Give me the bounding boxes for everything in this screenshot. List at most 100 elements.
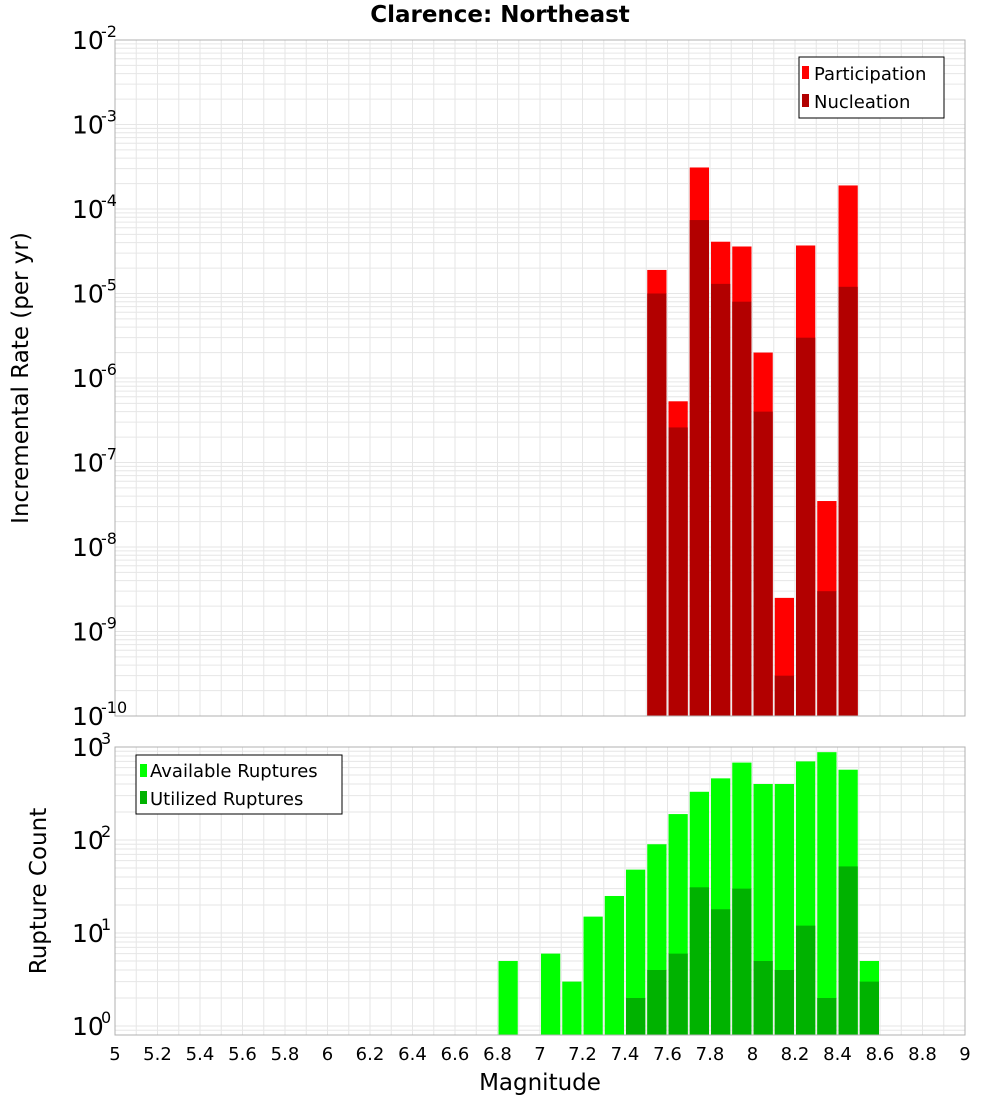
bottom-y-tick-exponent: 0 (101, 1008, 111, 1027)
utilized-ruptures-bar (859, 981, 879, 1035)
top-y-tick-label: 10 (72, 26, 104, 55)
top-legend-box (798, 56, 945, 119)
top-plot-frame (114, 39, 966, 717)
x-tick-label: 6.2 (356, 1044, 385, 1065)
top-y-tick-exponent: -6 (101, 360, 117, 379)
top-y-tick-exponent: -9 (101, 614, 117, 633)
bottom-plot-frame (114, 746, 966, 1036)
nucleation-bar (817, 591, 837, 716)
bottom-y-tick-exponent: 1 (101, 915, 111, 934)
top-y-tick-label: 10 (72, 111, 104, 140)
x-tick-label: 5.2 (143, 1044, 172, 1065)
x-tick-label: 7.6 (653, 1044, 682, 1065)
participation-legend-swatch (802, 66, 809, 79)
top-y-tick-label: 10 (72, 280, 104, 309)
available-legend-label: Available Ruptures (150, 761, 318, 782)
top-y-tick-label: 10 (72, 618, 104, 647)
available-ruptures-bar (817, 752, 837, 1035)
x-tick-label: 5.8 (271, 1044, 300, 1065)
nucleation-bar (668, 427, 688, 716)
available-ruptures-bar (583, 916, 603, 1035)
utilized-ruptures-bar (817, 997, 837, 1035)
utilized-ruptures-bar (838, 866, 858, 1035)
x-tick-label: 6.4 (398, 1044, 427, 1065)
bottom-y-tick-exponent: 2 (101, 822, 111, 841)
top-y-tick-exponent: -8 (101, 529, 117, 548)
bottom-legend-box (135, 754, 343, 815)
top-y-tick-exponent: -7 (101, 445, 117, 464)
top-y-tick-label: 10 (72, 533, 104, 562)
top-y-tick-exponent: -2 (101, 22, 117, 41)
utilized-ruptures-bar (647, 969, 667, 1035)
bottom-y-tick-exponent: 3 (101, 729, 111, 748)
utilized-legend-swatch (140, 791, 147, 804)
x-tick-label: 7 (534, 1044, 545, 1065)
x-tick-label: 8.2 (781, 1044, 810, 1065)
bottom-y-axis-label: Rupture Count (26, 808, 52, 974)
x-tick-label: 6 (322, 1044, 333, 1065)
bottom-legend: Available Ruptures Utilized Ruptures (135, 754, 343, 815)
participation-legend-label: Participation (814, 64, 926, 85)
x-tick-label: 5.4 (186, 1044, 215, 1065)
utilized-ruptures-bar (732, 888, 752, 1035)
top-y-axis-label: Incremental Rate (per yr) (8, 232, 34, 524)
utilized-ruptures-bar (796, 925, 816, 1035)
nucleation-bar (647, 293, 667, 716)
top-grid (114, 40, 966, 717)
x-tick-label: 6.8 (483, 1044, 512, 1065)
nucleation-bar (796, 337, 816, 716)
bottom-y-tick-label: 10 (72, 919, 104, 948)
available-ruptures-bar (604, 895, 624, 1035)
utilized-ruptures-bar (711, 909, 731, 1035)
x-tick-label: 6.6 (441, 1044, 470, 1065)
x-tick-label: 8.8 (908, 1044, 937, 1065)
utilized-legend-label: Utilized Ruptures (150, 789, 303, 810)
nucleation-bar (774, 675, 794, 716)
chart-title: Clarence: Northeast (370, 2, 630, 28)
top-y-tick-exponent: -3 (101, 107, 117, 126)
bottom-y-tick-label: 10 (72, 1012, 104, 1041)
available-ruptures-bar (562, 981, 582, 1035)
top-bars (647, 167, 858, 717)
top-y-tick-exponent: -4 (101, 191, 117, 210)
top-y-tick-exponent: -10 (101, 698, 127, 717)
bottom-y-tick-label: 10 (72, 733, 104, 762)
x-tick-labels: 5 5.2 5.4 5.6 5.8 6 6.2 6.4 6.6 6.8 7 7.2 7.4 7.6 7.8 8… (109, 1044, 970, 1065)
nucleation-bar (753, 411, 773, 716)
x-tick-label: 5.6 (228, 1044, 257, 1065)
x-tick-label: 7.8 (696, 1044, 725, 1065)
utilized-ruptures-bar (668, 953, 688, 1035)
top-y-tick-exponent: -5 (101, 276, 117, 295)
top-legend: Participation Nucleation (798, 56, 945, 119)
top-y-tick-label: 10 (72, 195, 104, 224)
x-tick-label: 7.4 (611, 1044, 640, 1065)
nucleation-bar (711, 283, 731, 716)
nucleation-bar (689, 220, 709, 716)
top-y-tick-label: 10 (72, 364, 104, 393)
x-axis-label: Magnitude (479, 1070, 601, 1096)
utilized-ruptures-bar (774, 969, 794, 1035)
x-tick-label: 8 (747, 1044, 758, 1065)
x-tick-label: 9 (959, 1044, 970, 1065)
x-tick-label: 7.2 (568, 1044, 597, 1065)
utilized-ruptures-bar (626, 997, 646, 1035)
nucleation-legend-swatch (802, 94, 809, 107)
top-y-tick-label: 10 (72, 702, 104, 731)
x-tick-label: 8.6 (866, 1044, 895, 1065)
top-y-tick-label: 10 (72, 449, 104, 478)
available-ruptures-bar (541, 953, 561, 1035)
bottom-bars (498, 752, 879, 1035)
utilized-ruptures-bar (753, 960, 773, 1035)
bottom-y-tick-label: 10 (72, 826, 104, 855)
x-tick-label: 5 (109, 1044, 120, 1065)
utilized-ruptures-bar (689, 887, 709, 1035)
available-legend-swatch (140, 764, 147, 777)
nucleation-bar (838, 286, 858, 716)
available-ruptures-bar (626, 869, 646, 1035)
available-ruptures-bar (498, 960, 518, 1035)
